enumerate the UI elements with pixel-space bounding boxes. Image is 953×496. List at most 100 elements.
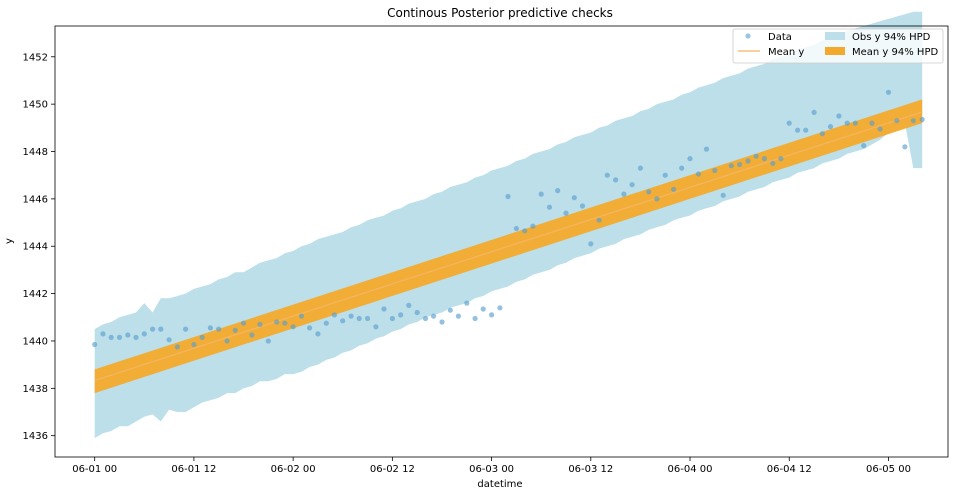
data-point xyxy=(703,146,710,152)
data-point xyxy=(786,120,792,126)
data-point xyxy=(364,315,371,322)
data-point xyxy=(844,120,850,126)
legend-box xyxy=(732,28,944,64)
y-axis-title: y xyxy=(4,238,15,244)
data-point xyxy=(389,315,395,322)
y-tick-label: 1452 xyxy=(23,52,48,63)
data-point xyxy=(331,312,337,318)
data-point xyxy=(563,210,569,216)
x-tick-label: 06-03 12 xyxy=(568,464,613,475)
data-point xyxy=(240,320,247,326)
data-point xyxy=(596,217,602,223)
data-point xyxy=(637,165,644,171)
data-point xyxy=(455,313,461,319)
data-point xyxy=(894,118,900,124)
mean-line xyxy=(94,111,923,382)
data-point xyxy=(431,313,437,319)
data-point xyxy=(265,338,271,344)
x-axis: 06-01 00 06-01 12 06-02 00 06-02 12 06-03 00… xyxy=(72,457,911,475)
data-point xyxy=(497,305,503,311)
data-point xyxy=(761,156,768,162)
data-point xyxy=(720,192,726,198)
data-point xyxy=(513,225,520,232)
data-point xyxy=(125,332,131,338)
data-point xyxy=(819,131,826,137)
data-point xyxy=(687,156,693,162)
mean-line-layer xyxy=(94,111,923,382)
data-point xyxy=(654,196,660,202)
plot-frame xyxy=(54,25,949,458)
data-point xyxy=(232,327,238,333)
x-tick-label: 06-02 00 xyxy=(271,464,316,475)
data-point xyxy=(588,241,594,247)
data-point xyxy=(530,223,536,229)
data-point xyxy=(439,319,445,325)
data-point xyxy=(307,325,313,331)
data-point xyxy=(158,326,164,332)
data-point xyxy=(356,315,362,322)
data-point xyxy=(141,331,147,337)
data-point xyxy=(422,315,429,322)
data-point xyxy=(836,113,842,119)
obs-hpd-band-layer xyxy=(94,11,923,439)
data-points-layer xyxy=(92,89,925,350)
data-point xyxy=(522,228,528,234)
data-point xyxy=(869,120,875,126)
data-point xyxy=(340,318,346,324)
legend-data-label: Data xyxy=(768,32,792,43)
data-point xyxy=(406,302,412,308)
x-axis-title: datetime xyxy=(477,479,522,490)
data-point xyxy=(662,172,668,178)
data-point xyxy=(885,89,892,95)
data-point xyxy=(100,331,106,337)
data-point xyxy=(629,182,635,188)
data-point xyxy=(679,165,685,171)
data-point xyxy=(621,191,627,197)
chart-title: Continous Posterior predictive checks xyxy=(387,6,613,20)
data-point xyxy=(604,172,610,178)
data-point xyxy=(505,193,511,200)
y-tick-label: 1448 xyxy=(23,147,48,158)
data-point xyxy=(877,126,883,132)
data-point xyxy=(224,338,230,344)
data-point xyxy=(861,143,867,149)
data-point xyxy=(92,341,98,348)
data-point xyxy=(728,163,734,169)
data-point xyxy=(910,118,916,124)
data-point xyxy=(803,127,809,133)
data-point xyxy=(671,186,677,192)
obs-hpd-band xyxy=(94,11,923,439)
data-point xyxy=(555,188,561,194)
x-tick-label: 06-01 12 xyxy=(171,464,216,475)
data-point xyxy=(381,306,387,312)
data-point xyxy=(150,326,156,332)
data-point xyxy=(398,312,404,318)
data-point xyxy=(207,325,213,331)
data-point xyxy=(902,144,908,150)
data-point xyxy=(546,204,553,210)
data-point xyxy=(712,167,718,174)
data-point xyxy=(298,313,305,319)
data-point xyxy=(753,153,759,159)
data-point xyxy=(571,195,577,201)
data-point xyxy=(795,127,801,133)
data-point xyxy=(323,320,329,326)
data-point xyxy=(166,337,172,343)
legend-obs-hpd-swatch xyxy=(825,32,845,40)
data-point xyxy=(274,319,280,325)
data-point xyxy=(852,120,858,126)
data-point xyxy=(108,334,114,340)
y-tick-label: 1438 xyxy=(23,384,48,395)
data-point xyxy=(116,334,123,340)
legend-data-marker xyxy=(745,33,751,39)
x-tick-label: 06-02 12 xyxy=(370,464,415,475)
data-point xyxy=(919,116,925,123)
y-tick-label: 1450 xyxy=(23,100,48,111)
data-point xyxy=(216,326,222,332)
legend: Data Mean y Obs y 94% HPD Mean y 94% HPD xyxy=(732,28,944,64)
data-point xyxy=(472,315,478,322)
legend-mean-hpd-label: Mean y 94% HPD xyxy=(852,47,938,58)
legend-mean-label: Mean y xyxy=(768,47,804,58)
y-tick-label: 1440 xyxy=(23,336,48,347)
x-tick-label: 06-04 12 xyxy=(767,464,812,475)
